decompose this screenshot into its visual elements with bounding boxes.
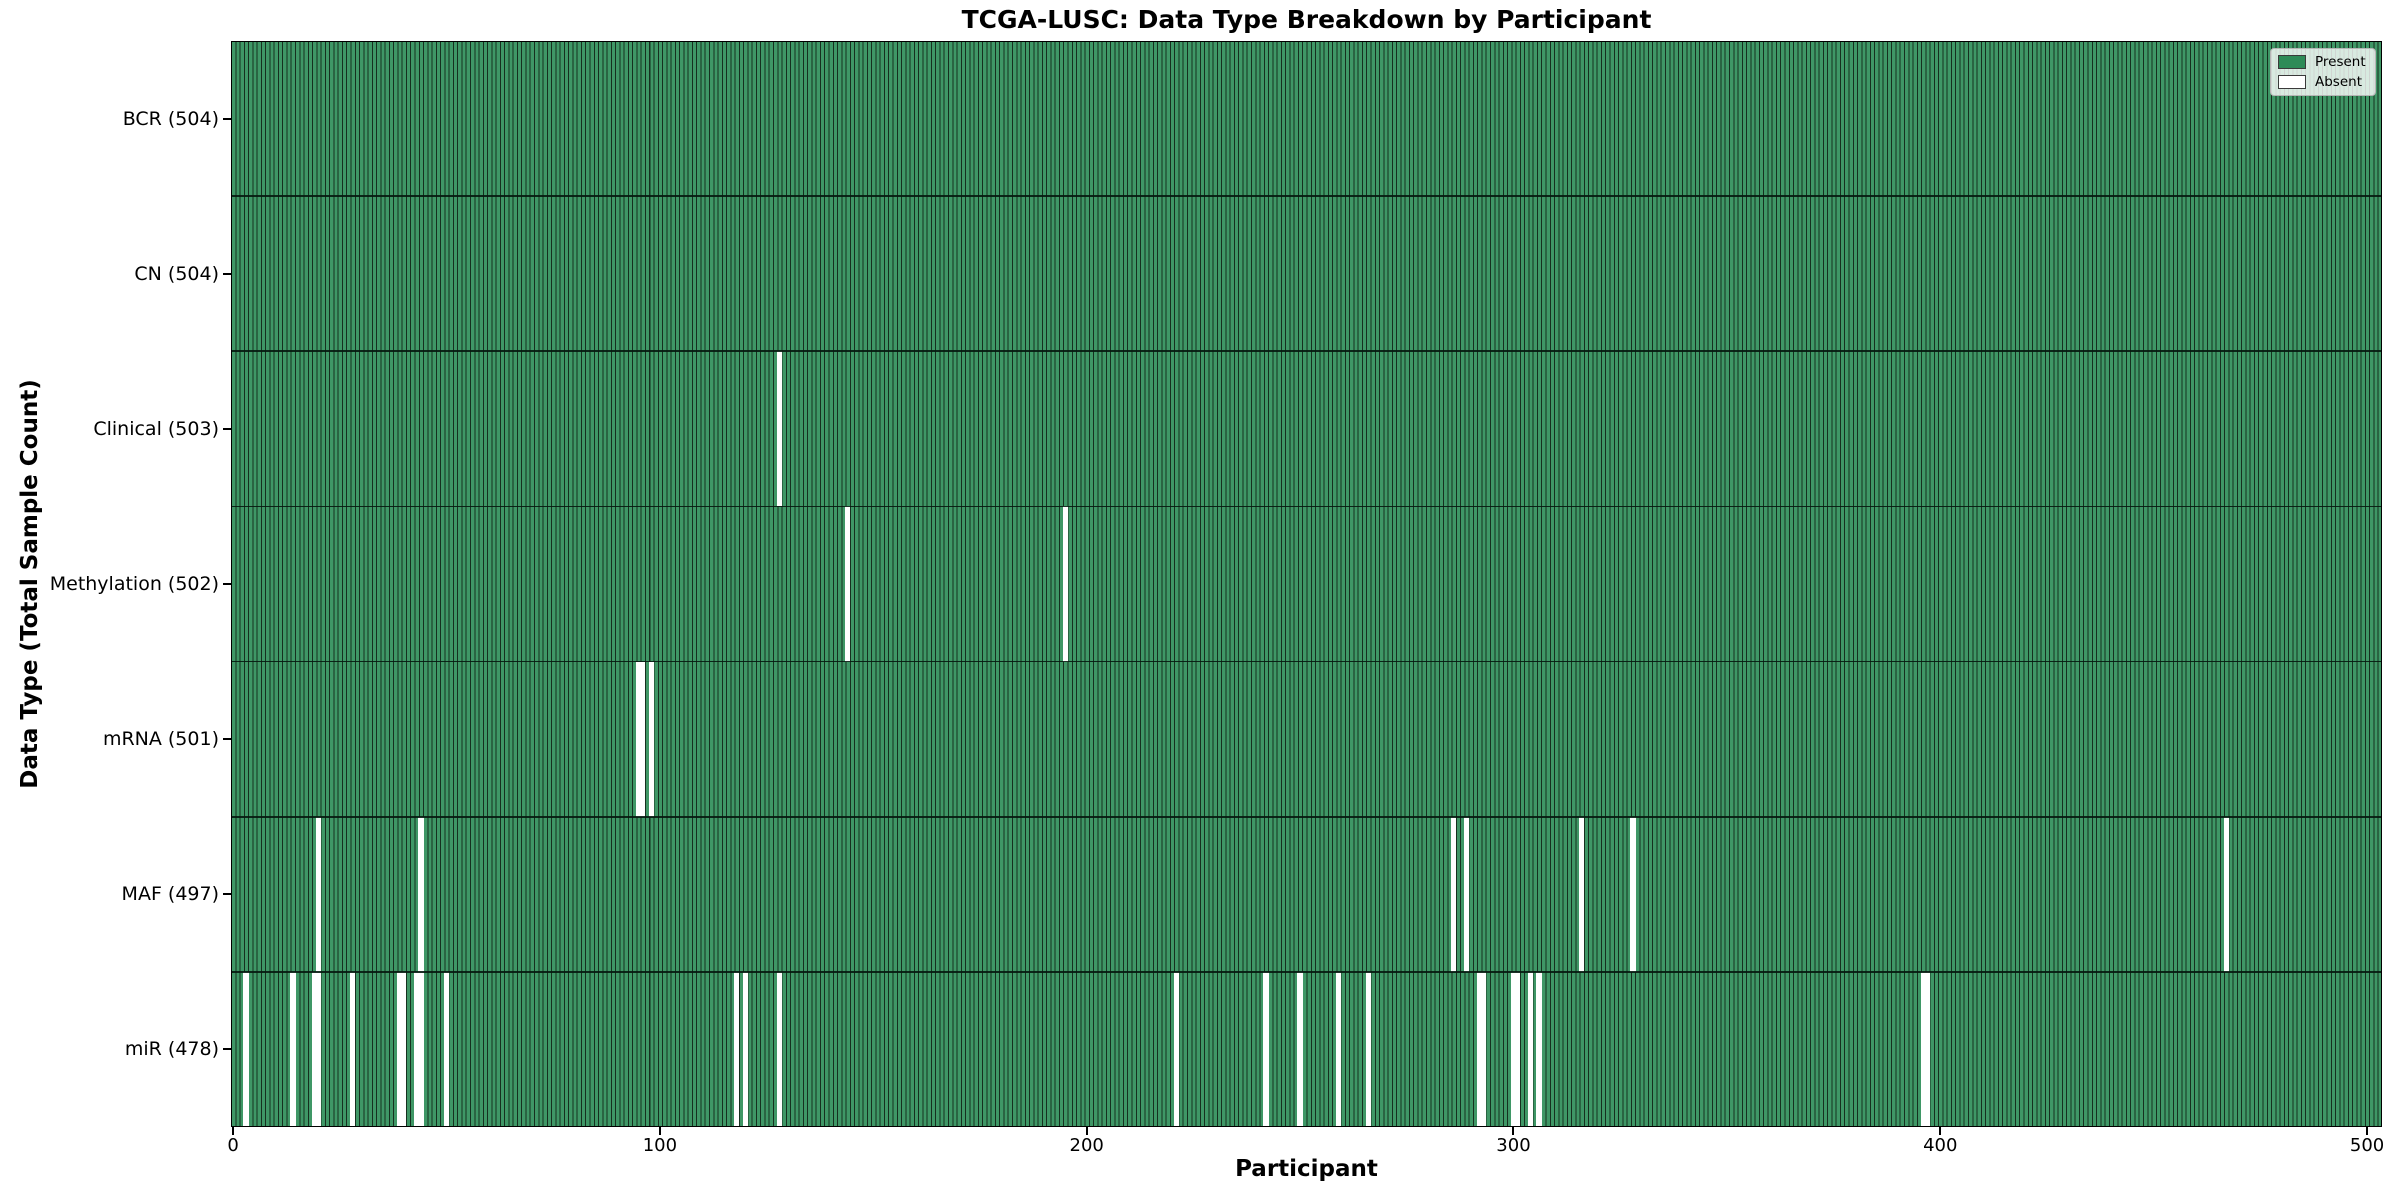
x-tick-label: 300 bbox=[1496, 1135, 1531, 1156]
y-tick-label: MAF (497) bbox=[121, 883, 219, 906]
x-tick-label: 500 bbox=[2349, 1135, 2385, 1156]
y-tick-label: CN (504) bbox=[134, 262, 219, 285]
y-tick-label: mRNA (501) bbox=[102, 728, 219, 751]
y-tick-mark bbox=[223, 583, 231, 585]
absent-bar bbox=[648, 661, 655, 817]
row-separator-line bbox=[231, 660, 2382, 663]
absent-bar bbox=[2223, 816, 2229, 972]
absent-bar bbox=[1510, 971, 1517, 1127]
absent-bar bbox=[1630, 816, 1636, 972]
absent-bar bbox=[315, 971, 322, 1127]
absent-bar bbox=[1536, 971, 1542, 1127]
absent-bar bbox=[776, 971, 783, 1127]
legend-label-present: Present bbox=[2315, 54, 2366, 71]
absent-bar bbox=[1365, 971, 1372, 1127]
y-tick-label: Clinical (503) bbox=[93, 417, 219, 440]
absent-bar bbox=[1263, 971, 1269, 1127]
absent-bar bbox=[1924, 971, 1931, 1127]
y-tick-mark bbox=[223, 272, 231, 275]
absent-bar bbox=[1173, 971, 1179, 1127]
x-tick-mark bbox=[2366, 1127, 2369, 1135]
y-tick-label: Methylation (502) bbox=[49, 573, 219, 595]
legend-entry-present: Present bbox=[2278, 54, 2368, 70]
x-tick-mark bbox=[1939, 1127, 1942, 1135]
y-axis-label: Data Type (Total Sample Count) bbox=[17, 379, 43, 789]
absent-bar bbox=[290, 971, 296, 1127]
absent-bar bbox=[414, 971, 420, 1127]
y-tick-mark bbox=[223, 893, 231, 896]
x-tick-label: 100 bbox=[642, 1135, 678, 1156]
x-tick-mark bbox=[1512, 1127, 1515, 1135]
absent-bar bbox=[418, 971, 424, 1127]
row-separator-line bbox=[231, 350, 2382, 353]
absent-bar bbox=[1335, 971, 1342, 1127]
legend-label-absent: Absent bbox=[2315, 73, 2362, 90]
absent-bar bbox=[1920, 971, 1926, 1127]
absent-bar bbox=[1463, 816, 1470, 972]
row-separator-line bbox=[231, 815, 2382, 818]
absent-bar bbox=[640, 661, 646, 817]
absent-bar bbox=[776, 351, 783, 507]
absent-bar bbox=[635, 661, 642, 817]
absent-bar bbox=[311, 971, 317, 1127]
x-tick-label: 0 bbox=[227, 1135, 239, 1156]
chart-title: TCGA-LUSC: Data Type Breakdown by Partic… bbox=[961, 5, 1652, 34]
absent-bar bbox=[1515, 971, 1521, 1127]
absent-bar bbox=[1451, 816, 1457, 972]
absent-bar bbox=[845, 506, 851, 662]
absent-bar bbox=[1476, 971, 1482, 1127]
absent-bar bbox=[1297, 971, 1303, 1127]
x-tick-mark bbox=[1085, 1127, 1088, 1135]
absent-bar bbox=[315, 816, 322, 972]
legend: Present Absent bbox=[2270, 48, 2376, 96]
absent-bar bbox=[243, 971, 249, 1127]
y-tick-label: miR (478) bbox=[124, 1038, 219, 1061]
y-tick-mark bbox=[223, 738, 231, 741]
absent-bar bbox=[1062, 506, 1068, 662]
x-tick-label: 400 bbox=[1923, 1135, 1958, 1156]
legend-swatch-present-icon bbox=[2278, 55, 2306, 70]
x-axis-label: Participant bbox=[1235, 1156, 1378, 1182]
absent-bar bbox=[418, 816, 424, 972]
absent-bar bbox=[742, 971, 748, 1127]
absent-bar bbox=[443, 971, 450, 1127]
y-tick-mark bbox=[223, 117, 231, 120]
row-separator-line bbox=[231, 195, 2382, 197]
absent-bar bbox=[734, 971, 740, 1127]
row-separator-line bbox=[231, 971, 2382, 973]
legend-swatch-absent-icon bbox=[2278, 74, 2306, 89]
legend-entry-absent: Absent bbox=[2278, 74, 2368, 90]
y-tick-mark bbox=[223, 427, 231, 430]
row-separator-line bbox=[231, 505, 2382, 508]
x-tick-label: 200 bbox=[1069, 1135, 1104, 1156]
x-tick-mark bbox=[658, 1127, 661, 1135]
y-tick-label: BCR (504) bbox=[122, 107, 219, 130]
absent-bar bbox=[350, 971, 356, 1127]
absent-bar bbox=[1579, 816, 1585, 972]
absent-bar bbox=[396, 971, 403, 1127]
x-tick-mark bbox=[232, 1127, 235, 1135]
absent-bar bbox=[401, 971, 407, 1127]
absent-bar bbox=[1527, 971, 1534, 1127]
axes-spines bbox=[231, 41, 2382, 1127]
absent-bar bbox=[1480, 971, 1487, 1127]
y-tick-mark bbox=[223, 1048, 231, 1051]
plot-area: Present Absent bbox=[231, 41, 2382, 1127]
